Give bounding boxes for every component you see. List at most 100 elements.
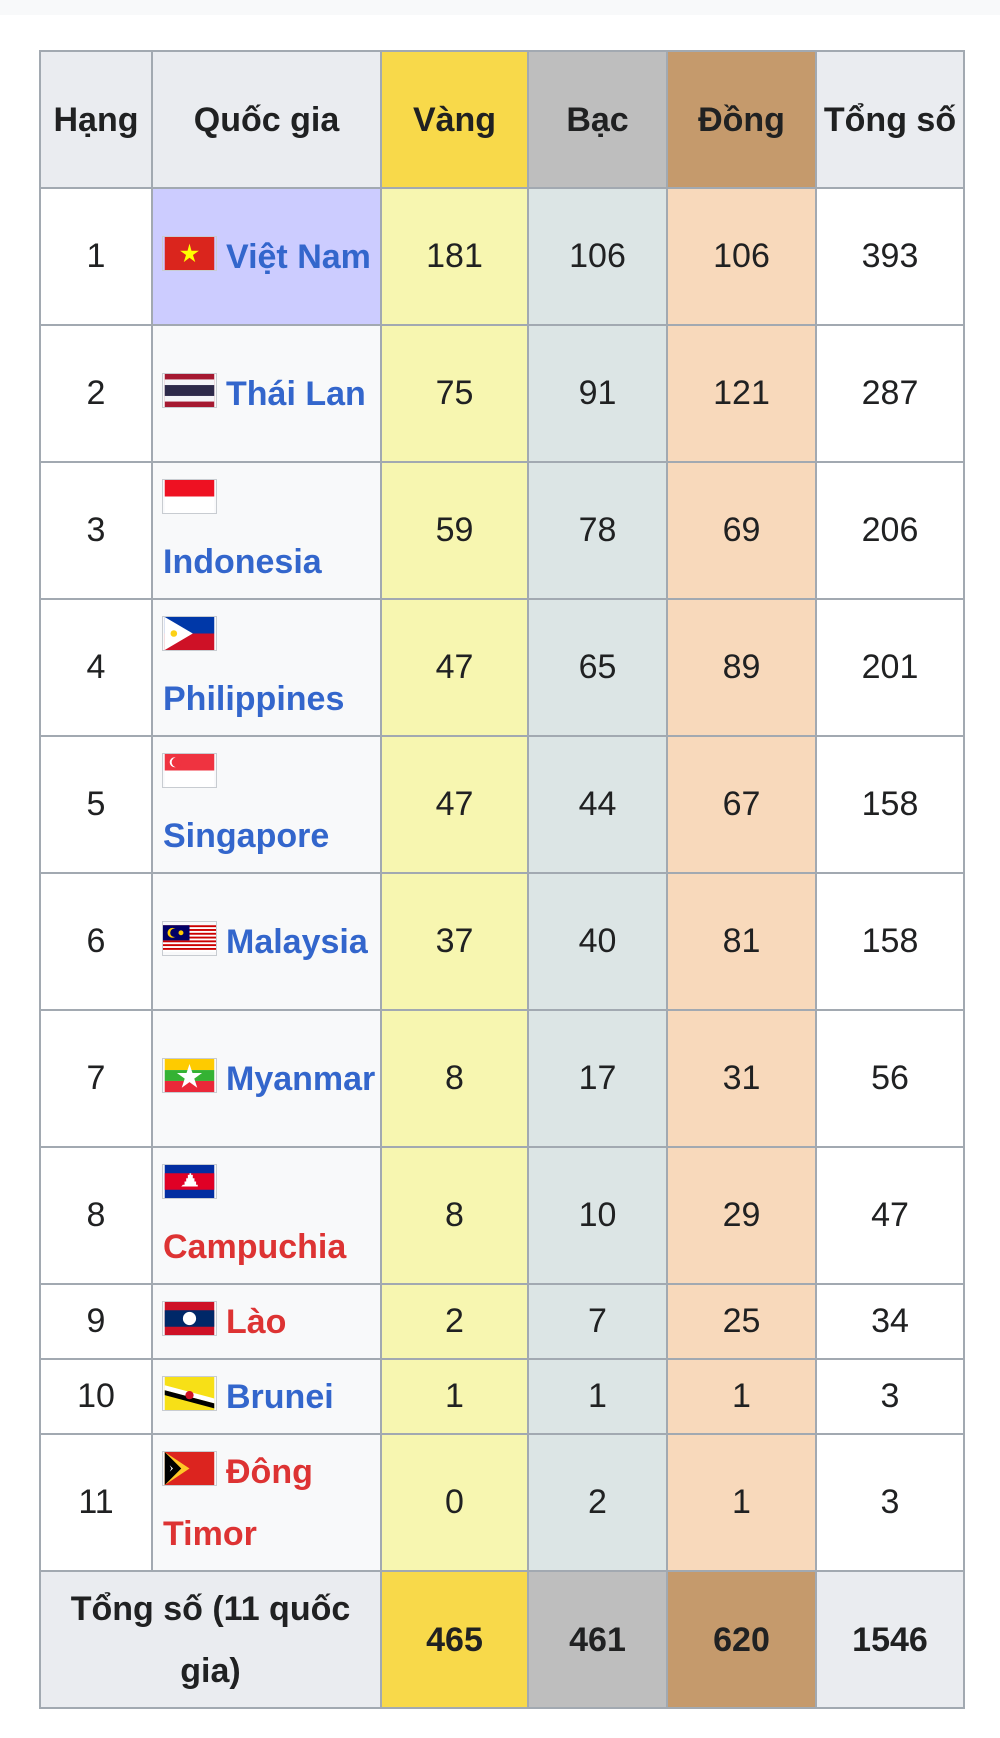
header-bronze: Đồng (666, 50, 817, 189)
bronze-cell: 89 (666, 598, 817, 737)
header-total: Tổng số (815, 50, 965, 189)
totals-total: 1546 (815, 1570, 965, 1709)
country-link[interactable]: Thái Lan (226, 374, 366, 413)
gold-cell: 1 (380, 1358, 529, 1435)
rank-cell: 11 (39, 1433, 153, 1572)
rank-cell: 7 (39, 1009, 153, 1148)
header-row: Hạng Quốc gia Vàng Bạc Đồng Tổng số (39, 50, 965, 189)
country-cell: Campuchia (151, 1146, 382, 1285)
table-row: 8 Campuchia 8 10 29 47 (39, 1146, 965, 1285)
country-cell: Việt Nam (151, 187, 382, 326)
table-row: 4 Philippines 47 65 89 201 (39, 598, 965, 737)
gold-cell: 59 (380, 461, 529, 600)
totals-row: Tổng số (11 quốc gia) 465 461 620 1546 (39, 1570, 965, 1709)
totals-bronze: 620 (666, 1570, 817, 1709)
silver-cell: 1 (527, 1358, 668, 1435)
total-cell: 158 (815, 735, 965, 874)
thailand-flag-icon[interactable] (163, 373, 216, 407)
country-cell: Thái Lan (151, 324, 382, 463)
silver-cell: 106 (527, 187, 668, 326)
country-cell: Đông Timor (151, 1433, 382, 1572)
brunei-flag-icon[interactable] (163, 1376, 216, 1410)
gold-cell: 181 (380, 187, 529, 326)
silver-cell: 65 (527, 598, 668, 737)
gold-cell: 47 (380, 735, 529, 874)
bronze-cell: 25 (666, 1283, 817, 1360)
rank-cell: 3 (39, 461, 153, 600)
gold-cell: 2 (380, 1283, 529, 1360)
country-link[interactable]: Lào (226, 1302, 287, 1341)
rank-cell: 4 (39, 598, 153, 737)
gold-cell: 75 (380, 324, 529, 463)
rank-cell: 1 (39, 187, 153, 326)
header-gold: Vàng (380, 50, 529, 189)
table-row: 5 Singapore 47 44 67 158 (39, 735, 965, 874)
country-cell: Brunei (151, 1358, 382, 1435)
myanmar-flag-icon[interactable] (163, 1058, 216, 1092)
bronze-cell: 106 (666, 187, 817, 326)
total-cell: 56 (815, 1009, 965, 1148)
silver-cell: 78 (527, 461, 668, 600)
country-link[interactable]: Singapore (163, 816, 330, 855)
country-link[interactable]: Indonesia (163, 542, 322, 581)
header-silver: Bạc (527, 50, 668, 189)
table-row: 11 Đông Timor 0 2 1 3 (39, 1433, 965, 1572)
silver-cell: 10 (527, 1146, 668, 1285)
country-link[interactable]: Việt Nam (226, 237, 371, 276)
country-cell: Lào (151, 1283, 382, 1360)
country-link[interactable]: Malaysia (226, 922, 368, 961)
gold-cell: 37 (380, 872, 529, 1011)
bronze-cell: 67 (666, 735, 817, 874)
silver-cell: 2 (527, 1433, 668, 1572)
country-link[interactable]: Philippines (163, 679, 345, 718)
bronze-cell: 1 (666, 1433, 817, 1572)
bronze-cell: 69 (666, 461, 817, 600)
table-row: 6 Malaysia 37 40 81 158 (39, 872, 965, 1011)
top-bar (0, 0, 1000, 15)
total-cell: 287 (815, 324, 965, 463)
country-cell: Malaysia (151, 872, 382, 1011)
silver-cell: 91 (527, 324, 668, 463)
bronze-cell: 1 (666, 1358, 817, 1435)
rank-cell: 10 (39, 1358, 153, 1435)
rank-cell: 9 (39, 1283, 153, 1360)
country-link[interactable]: Brunei (226, 1377, 334, 1416)
total-cell: 393 (815, 187, 965, 326)
silver-cell: 44 (527, 735, 668, 874)
gold-cell: 0 (380, 1433, 529, 1572)
rank-cell: 2 (39, 324, 153, 463)
country-cell: Indonesia (151, 461, 382, 600)
philippines-flag-icon[interactable] (163, 616, 216, 650)
country-link[interactable]: Myanmar (226, 1059, 376, 1098)
header-rank: Hạng (39, 50, 153, 189)
totals-label: Tổng số (11 quốc gia) (39, 1570, 382, 1709)
singapore-flag-icon[interactable] (163, 753, 216, 787)
table-row: 10 Brunei 1 1 1 3 (39, 1358, 965, 1435)
total-cell: 34 (815, 1283, 965, 1360)
rank-cell: 5 (39, 735, 153, 874)
silver-cell: 7 (527, 1283, 668, 1360)
indonesia-flag-icon[interactable] (163, 479, 216, 513)
vietnam-flag-icon[interactable] (163, 236, 216, 270)
rank-cell: 6 (39, 872, 153, 1011)
bronze-cell: 121 (666, 324, 817, 463)
country-cell: Singapore (151, 735, 382, 874)
total-cell: 3 (815, 1433, 965, 1572)
medal-table: Hạng Quốc gia Vàng Bạc Đồng Tổng số 1 Việ… (39, 50, 965, 1709)
country-link[interactable]: Đông Timor (163, 1452, 313, 1553)
east-timor-flag-icon[interactable] (163, 1451, 216, 1485)
table-row: 9 Lào 2 7 25 34 (39, 1283, 965, 1360)
total-cell: 206 (815, 461, 965, 600)
malaysia-flag-icon[interactable] (163, 922, 216, 955)
total-cell: 47 (815, 1146, 965, 1285)
gold-cell: 47 (380, 598, 529, 737)
laos-flag-icon[interactable] (163, 1301, 216, 1335)
country-cell: Myanmar (151, 1009, 382, 1148)
total-cell: 3 (815, 1358, 965, 1435)
table-row: 1 Việt Nam 181 106 106 393 (39, 187, 965, 326)
cambodia-flag-icon[interactable] (163, 1164, 216, 1198)
silver-cell: 40 (527, 872, 668, 1011)
rank-cell: 8 (39, 1146, 153, 1285)
gold-cell: 8 (380, 1009, 529, 1148)
country-link[interactable]: Campuchia (163, 1227, 347, 1266)
